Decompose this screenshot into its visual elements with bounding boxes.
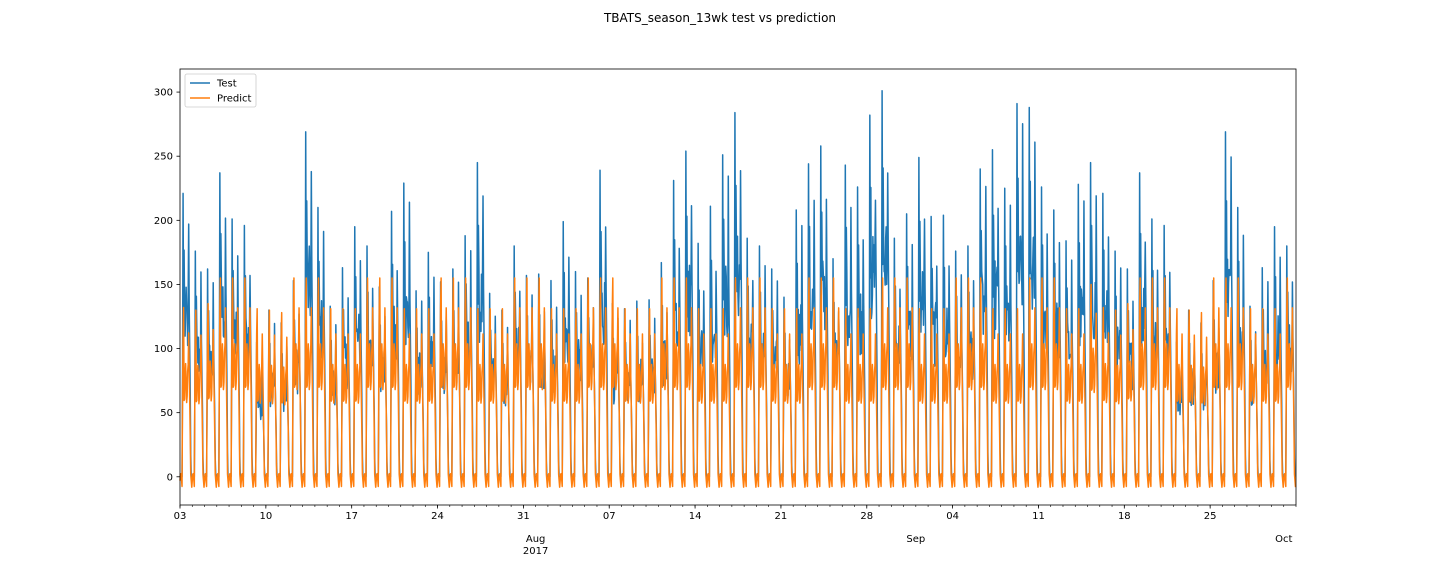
- x-tick-label: 25: [1204, 511, 1217, 522]
- x-tick-label: 14: [689, 511, 702, 522]
- x-tick-label: 04: [946, 511, 959, 522]
- x-tick-label: 10: [259, 511, 272, 522]
- y-tick-label: 150: [154, 280, 173, 291]
- x-year-label: 2017: [523, 546, 548, 557]
- x-tick-label: 21: [775, 511, 788, 522]
- plot-area: [179, 68, 1297, 506]
- y-tick-label: 300: [154, 88, 173, 99]
- y-tick-label: 250: [154, 152, 173, 163]
- y-tick-label: 50: [160, 408, 173, 419]
- series-line-test: [179, 90, 1296, 478]
- legend-label-test: Test: [216, 79, 237, 90]
- y-tick-label: 100: [154, 344, 173, 355]
- plot-frame: [179, 68, 1297, 506]
- x-tick-label: 17: [345, 511, 358, 522]
- x-tick-label: 31: [517, 511, 530, 522]
- y-axis: 0 50 100 150 200 250 300: [154, 88, 180, 483]
- x-tick-label: 11: [1032, 511, 1045, 522]
- legend-label-predict: Predict: [217, 94, 252, 105]
- x-tick-label: 28: [860, 511, 873, 522]
- series-line-predict: [179, 277, 1297, 488]
- legend: Test Predict: [184, 73, 257, 108]
- x-month-label: Aug: [526, 534, 546, 545]
- x-month-label: Oct: [1275, 534, 1292, 545]
- y-tick-label: 200: [154, 216, 173, 227]
- x-tick-label: 03: [174, 511, 187, 522]
- series-layer: [179, 90, 1297, 488]
- x-tick-label: 18: [1118, 511, 1131, 522]
- chart-title: TBATS_season_13wk test vs prediction: [603, 11, 836, 25]
- x-month-label: Sep: [906, 534, 925, 545]
- x-tick-label: 24: [431, 511, 444, 522]
- y-tick-label: 0: [167, 472, 173, 483]
- x-tick-label: 07: [603, 511, 616, 522]
